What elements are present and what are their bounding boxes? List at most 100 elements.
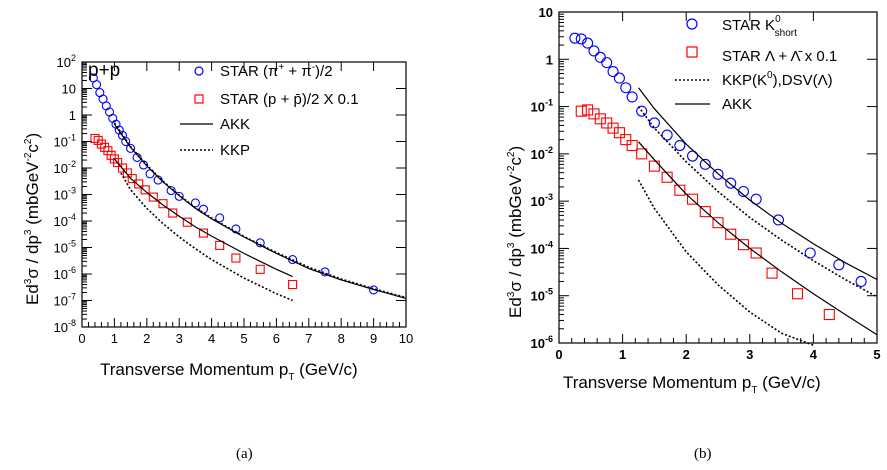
data-point-square — [288, 279, 298, 290]
data-point-square — [766, 267, 778, 279]
legend-marker-lambda — [686, 46, 698, 58]
y-tick-label: 10-6 — [531, 334, 553, 351]
panel-b-x-title: Transverse Momentum pT (GeV/c) — [563, 373, 821, 396]
x-tick-label: 6 — [273, 331, 280, 346]
data-point-square — [737, 239, 749, 251]
data-point-square — [168, 208, 178, 218]
data-point-circle — [687, 150, 699, 162]
data-point-square — [750, 247, 762, 259]
panel-b-y-title: Ed3σ / dp3 (mbGeV-2c2) — [506, 146, 525, 318]
data-point-square — [661, 171, 673, 183]
data-point-circle — [620, 82, 632, 94]
data-point-square — [90, 133, 100, 144]
x-tick-label: 2 — [143, 331, 150, 346]
legend-label-k0short: STAR K0 short — [722, 14, 797, 39]
data-point-circle — [166, 186, 176, 196]
data-point-square — [103, 146, 113, 156]
curve-akk — [638, 141, 878, 336]
panel-a-caption: (a) — [236, 446, 253, 462]
curve-kkp — [113, 122, 407, 299]
data-point-square — [791, 288, 804, 300]
data-point-square — [96, 139, 106, 149]
data-point-circle — [636, 105, 648, 117]
y-tick-label: 10-5 — [54, 239, 76, 256]
y-tick-label: 10-6 — [54, 265, 76, 282]
panel-b: 0 1 2 3 4 5 10-6 10-5 10-4 10-3 10-2 10-1 1 10 STAR K… — [506, 5, 881, 462]
data-point-circle — [320, 267, 330, 277]
data-point-square — [134, 179, 144, 189]
data-point-square — [117, 163, 128, 173]
data-point-square — [113, 158, 123, 168]
data-point-circle — [132, 152, 142, 163]
panel-a: 0 1 2 3 4 5 6 7 8 9 10 10-8 10-7 10-6 10-5 10-4 10-3 10-2… — [23, 53, 413, 462]
data-point-circle — [588, 45, 600, 57]
y-tick-label: 1 — [546, 52, 553, 67]
data-point-square — [725, 228, 737, 240]
data-point-square — [582, 104, 594, 116]
data-point-circle — [569, 32, 581, 44]
legend-label-pions: STAR (π+ + π-)/2 — [220, 62, 333, 80]
data-point-circle — [92, 80, 102, 90]
panel-a-title: p+p — [88, 60, 120, 81]
y-tick-label: 1 — [69, 108, 76, 123]
legend-marker-pions — [194, 66, 204, 76]
x-tick-label: 7 — [305, 331, 312, 346]
data-point-circle — [369, 285, 379, 295]
x-tick-label: 5 — [873, 347, 880, 362]
data-point-circle — [114, 125, 124, 135]
data-point-circle — [607, 66, 619, 78]
data-point-square — [140, 185, 150, 195]
panel-a-x-title: Transverse Momentum pT (GeV/c) — [100, 360, 358, 383]
data-point-circle — [833, 259, 845, 271]
data-point-circle — [582, 37, 594, 49]
legend-label-akk: AKK — [220, 116, 250, 133]
y-tick-label: 10-5 — [531, 287, 553, 304]
x-tick-label: 10 — [399, 331, 413, 346]
data-point-square — [674, 184, 686, 196]
x-tick-label: 9 — [370, 331, 377, 346]
x-tick-label: 3 — [746, 347, 753, 362]
data-point-circle — [215, 213, 225, 223]
data-point-square — [648, 160, 660, 172]
y-tick-label: 10-4 — [54, 212, 76, 229]
panel-a-legend: STAR (π+ + π-)/2 STAR (p + p̄)/2 X 0.1 A… — [180, 62, 359, 159]
y-tick-label: 10-2 — [531, 145, 553, 162]
y-tick-label: 10-7 — [54, 292, 76, 309]
data-point-square — [594, 113, 606, 125]
data-point-circle — [575, 33, 587, 45]
data-point-square — [148, 192, 158, 202]
data-point-circle — [674, 139, 686, 152]
legend-marker-k0short — [686, 18, 698, 30]
panel-a-marks — [88, 73, 407, 302]
legend-label-protons: STAR (p + p̄)/2 X 0.1 — [220, 91, 359, 108]
y-tick-label: 10-4 — [531, 239, 553, 256]
y-tick-label: 10-3 — [531, 192, 553, 209]
data-point-square — [127, 173, 137, 184]
data-point-circle — [855, 275, 867, 288]
data-point-circle — [626, 91, 638, 103]
curve-kkp-k-dsv- — [637, 179, 814, 346]
curve-kkp-k-dsv- — [637, 106, 878, 298]
data-point-square — [122, 168, 132, 178]
x-tick-label: 3 — [176, 331, 183, 346]
data-point-circle — [174, 191, 184, 201]
data-point-circle — [661, 129, 673, 141]
curve-kkp — [120, 172, 293, 302]
panel-b-axes: 0 1 2 3 4 5 10-6 10-5 10-4 10-3 10-2 10-1 1 10 — [531, 5, 881, 362]
data-point-square — [636, 148, 648, 160]
data-point-square — [231, 253, 241, 263]
data-point-circle — [126, 143, 136, 153]
x-tick-label: 1 — [619, 347, 626, 362]
data-point-circle — [699, 158, 711, 170]
x-tick-label: 0 — [555, 347, 562, 362]
x-tick-label: 4 — [810, 347, 818, 362]
legend-marker-protons — [194, 94, 204, 104]
data-point-circle — [772, 214, 784, 226]
x-tick-label: 8 — [338, 331, 345, 346]
legend-label-kkp-dsv: KKP(K0),DSV(Λ) — [722, 70, 833, 89]
data-point-circle — [804, 247, 816, 259]
y-tick-label: 10-1 — [531, 98, 553, 115]
data-point-square — [255, 264, 265, 274]
y-tick-label: 10 — [539, 5, 553, 20]
data-point-circle — [121, 136, 131, 147]
